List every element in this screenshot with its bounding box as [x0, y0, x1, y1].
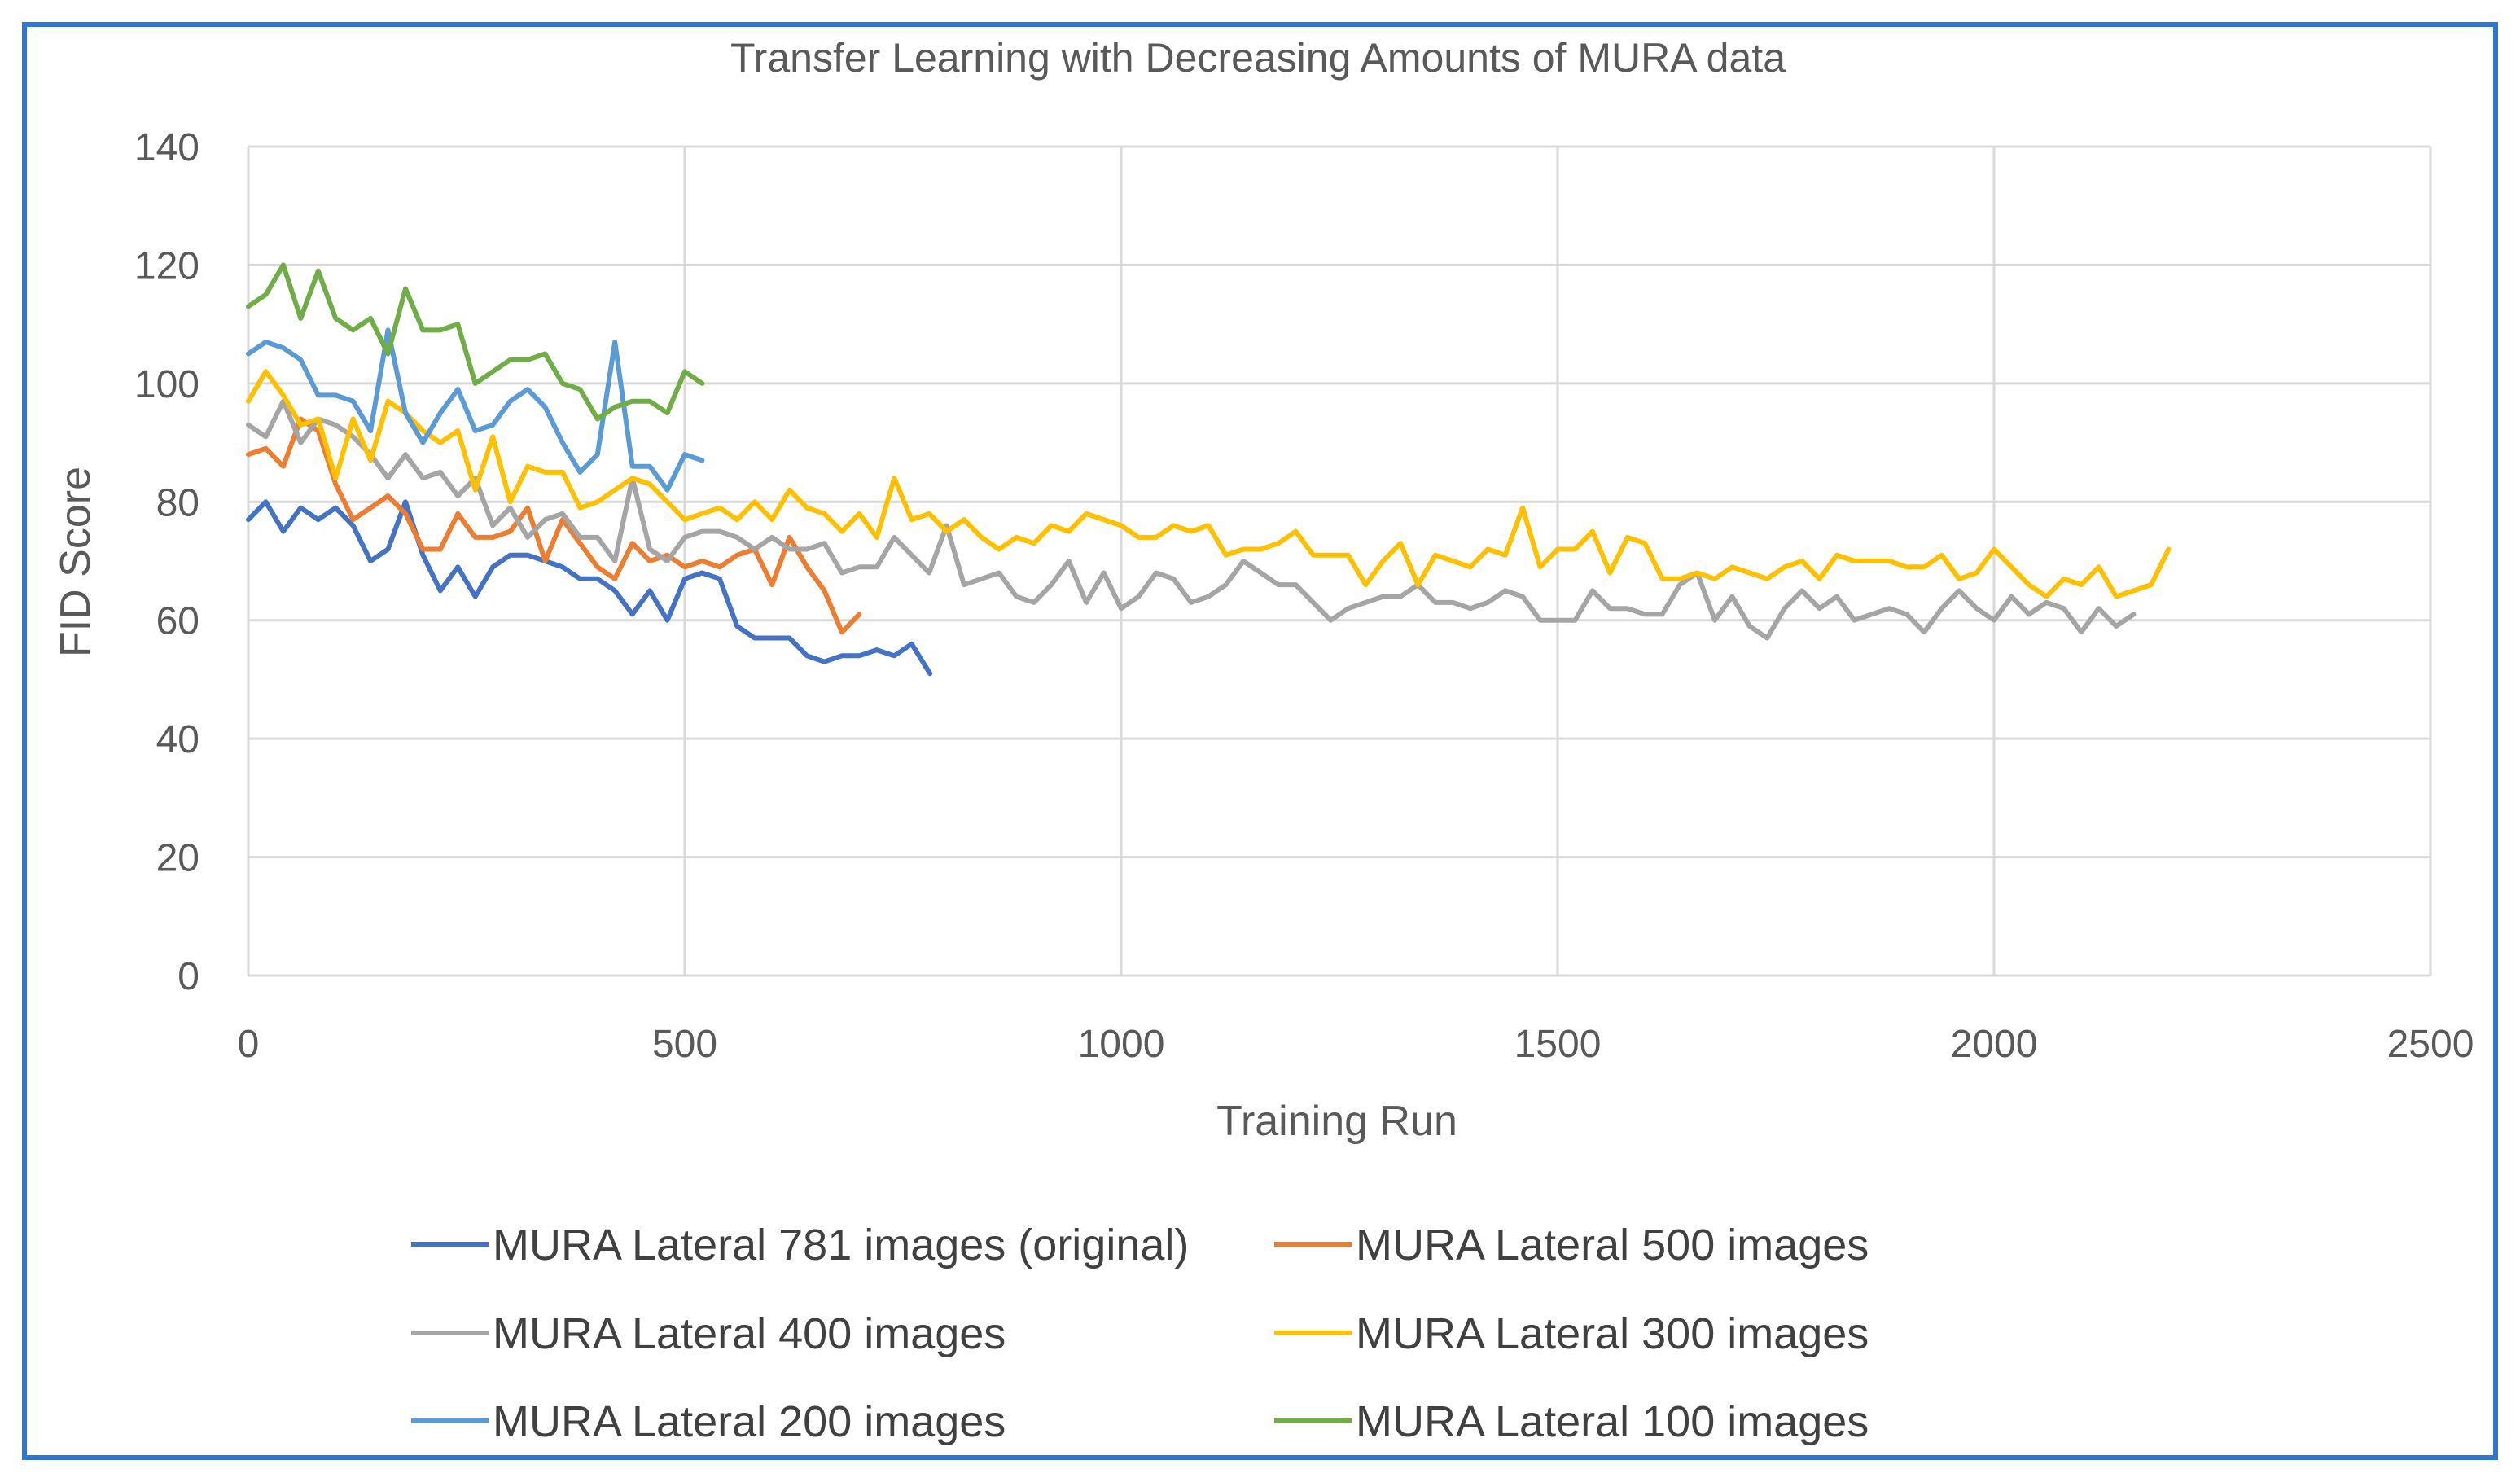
gridlines — [247, 145, 2432, 977]
x-tick-label: 2000 — [1951, 1023, 2038, 1066]
x-tick-label: 1500 — [1514, 1023, 1602, 1066]
x-axis-ticks: 0 500 1000 1500 2000 2500 — [238, 1023, 2474, 1066]
legend-label-5: MURA Lateral 100 images — [1356, 1397, 1869, 1446]
series-line-1 — [246, 416, 862, 635]
y-tick-label: 140 — [134, 126, 199, 169]
series-lines — [246, 262, 2172, 677]
y-axis-ticks: 0 20 40 60 80 100 120 140 — [134, 126, 199, 998]
legend-label-4: MURA Lateral 200 images — [493, 1397, 1006, 1446]
chart-title: Transfer Learning with Decreasing Amount… — [730, 35, 1786, 81]
legend-label-2: MURA Lateral 400 images — [493, 1309, 1006, 1358]
x-tick-label: 1000 — [1078, 1023, 1165, 1066]
chart-frame — [22, 22, 2498, 1460]
y-tick-label: 0 — [177, 955, 199, 998]
series-line-4 — [246, 327, 705, 493]
y-tick-label: 120 — [134, 244, 199, 287]
series-line-0 — [246, 499, 933, 677]
series-line-5 — [246, 262, 705, 422]
series-line-2 — [246, 398, 2137, 641]
legend-label-0: MURA Lateral 781 images (original) — [493, 1221, 1189, 1269]
x-tick-label: 500 — [652, 1023, 717, 1066]
x-tick-label: 2500 — [2387, 1023, 2474, 1066]
y-tick-label: 60 — [156, 600, 199, 643]
legend: MURA Lateral 781 images (original) MURA L… — [411, 1221, 1869, 1446]
legend-label-1: MURA Lateral 500 images — [1356, 1221, 1869, 1269]
y-tick-label: 100 — [134, 363, 199, 406]
y-tick-label: 40 — [156, 718, 199, 761]
x-tick-label: 0 — [238, 1023, 260, 1066]
y-axis-title: FID Score — [52, 467, 99, 657]
x-axis-title: Training Run — [1216, 1098, 1457, 1145]
series-line-3 — [246, 369, 2172, 599]
y-tick-label: 20 — [156, 837, 199, 880]
legend-label-3: MURA Lateral 300 images — [1356, 1309, 1869, 1358]
y-tick-label: 80 — [156, 481, 199, 524]
